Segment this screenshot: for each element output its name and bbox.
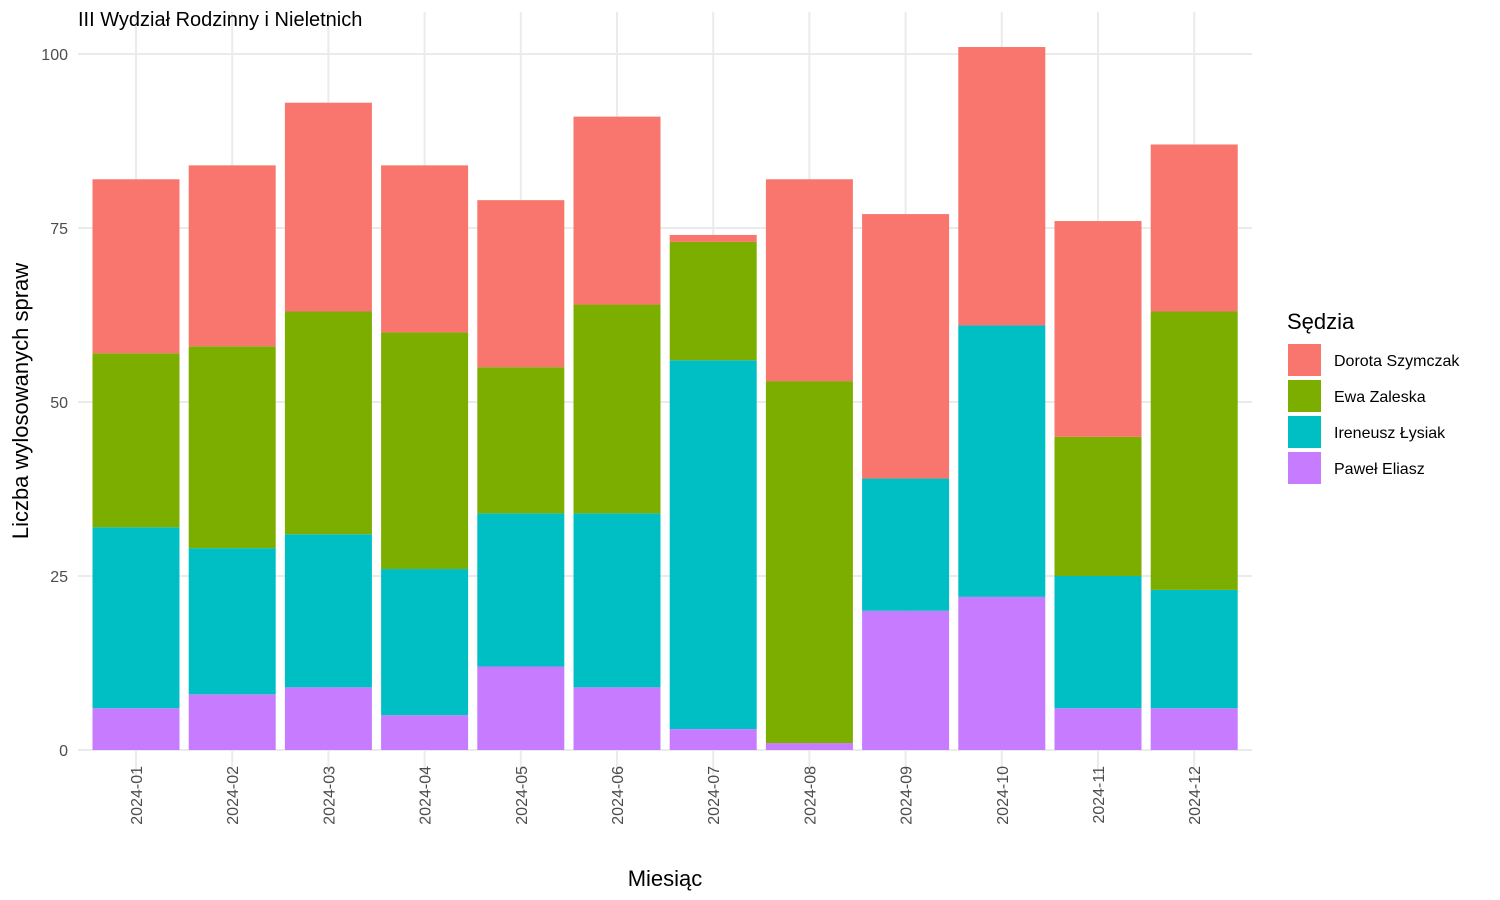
bar-segment xyxy=(381,165,469,333)
bar-segment xyxy=(284,534,372,688)
bar-segment xyxy=(188,548,276,695)
bar-segment xyxy=(92,708,180,750)
y-axis-title: Liczba wylosowanych spraw xyxy=(8,263,33,539)
legend-swatch xyxy=(1288,344,1321,376)
x-tick-label: 2024-09 xyxy=(899,766,916,825)
bar-segment xyxy=(1054,221,1142,437)
x-tick-label: 2024-01 xyxy=(129,766,146,825)
bar-segment xyxy=(92,527,180,709)
bar-segment xyxy=(188,346,276,549)
legend-label: Ireneusz Łysiak xyxy=(1334,425,1446,442)
bar-segment xyxy=(1054,436,1142,576)
bar-segment xyxy=(765,743,853,750)
bar-segment xyxy=(958,596,1046,750)
x-tick-label: 2024-07 xyxy=(706,766,723,825)
bar-segment xyxy=(862,214,950,479)
bar-segment xyxy=(573,513,661,688)
x-tick-label: 2024-05 xyxy=(514,766,531,825)
x-tick-label: 2024-02 xyxy=(225,766,242,825)
legend-items: Dorota Szymczak Ewa Zaleska Ireneusz Łysia… xyxy=(1288,344,1460,484)
bar-segment xyxy=(669,360,757,730)
legend-swatch xyxy=(1288,452,1321,484)
y-axis-ticks: 0 25 50 75 100 xyxy=(41,47,68,760)
bar-segment xyxy=(958,47,1046,326)
bar-segment xyxy=(381,569,469,716)
bar-segment xyxy=(1150,708,1238,750)
bar-segment xyxy=(477,513,565,667)
bars xyxy=(92,47,1238,750)
legend: Sędzia Dorota Szymczak Ewa Zaleska Ireneus… xyxy=(1287,309,1460,484)
bar-segment xyxy=(92,179,180,354)
x-tick-label: 2024-06 xyxy=(610,766,627,825)
y-tick-label: 50 xyxy=(50,395,68,412)
bar-segment xyxy=(188,694,276,750)
x-tick-label: 2024-08 xyxy=(802,766,819,825)
bar-segment xyxy=(188,165,276,347)
x-tick-label: 2024-10 xyxy=(995,766,1012,825)
x-tick-label: 2024-03 xyxy=(321,766,338,825)
y-tick-label: 100 xyxy=(41,47,68,64)
y-tick-label: 0 xyxy=(59,743,68,760)
legend-title: Sędzia xyxy=(1287,309,1355,334)
y-tick-label: 75 xyxy=(50,221,68,238)
x-axis-title: Miesiąc xyxy=(628,866,703,891)
bar-segment xyxy=(669,234,757,242)
x-tick-label: 2024-04 xyxy=(418,766,435,825)
legend-label: Paweł Eliasz xyxy=(1334,461,1425,478)
bar-segment xyxy=(284,102,372,312)
legend-label: Ewa Zaleska xyxy=(1334,389,1426,406)
bar-segment xyxy=(477,367,565,514)
legend-swatch xyxy=(1288,416,1321,448)
bar-segment xyxy=(862,610,950,750)
bar-segment xyxy=(765,381,853,744)
x-axis-ticks: 2024-01 2024-02 2024-03 2024-04 2024-05 2024-… xyxy=(129,766,1204,825)
bar-segment xyxy=(573,304,661,514)
bar-segment xyxy=(1150,589,1238,709)
x-tick-label: 2024-12 xyxy=(1187,766,1204,825)
bar-segment xyxy=(958,325,1046,597)
bar-segment xyxy=(669,729,757,750)
bar-segment xyxy=(284,687,372,750)
bar-segment xyxy=(1150,311,1238,590)
bar-segment xyxy=(573,687,661,750)
bar-segment xyxy=(1150,144,1238,312)
bar-segment xyxy=(477,200,565,368)
bar-segment xyxy=(669,241,757,361)
bar-segment xyxy=(1054,576,1142,709)
bar-segment xyxy=(92,353,180,528)
bar-segment xyxy=(1054,708,1142,750)
bar-segment xyxy=(765,179,853,382)
bar-segment xyxy=(381,332,469,570)
bar-segment xyxy=(573,116,661,305)
legend-swatch xyxy=(1288,380,1321,412)
bar-segment xyxy=(862,478,950,611)
chart-title: III Wydział Rodzinny i Nieletnich xyxy=(78,9,362,31)
x-tick-label: 2024-11 xyxy=(1091,766,1108,824)
y-tick-label: 25 xyxy=(50,569,68,586)
bar-segment xyxy=(477,666,565,750)
bar-segment xyxy=(284,311,372,535)
bar-segment xyxy=(381,715,469,750)
legend-label: Dorota Szymczak xyxy=(1334,353,1460,370)
